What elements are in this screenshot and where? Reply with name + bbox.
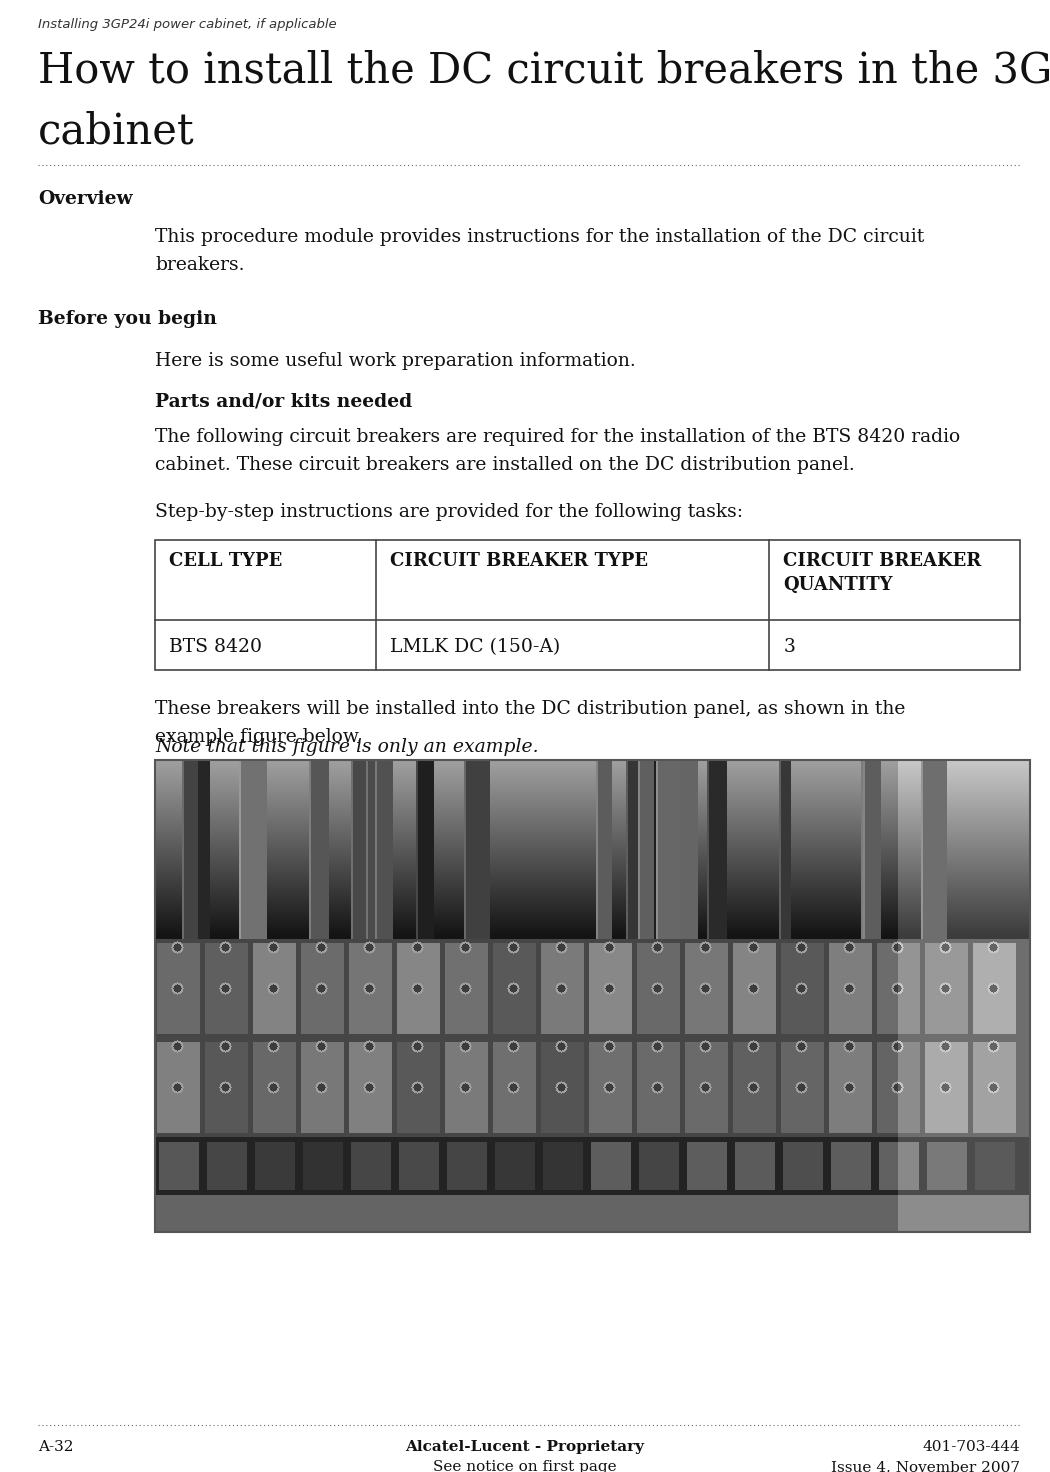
Text: CIRCUIT BREAKER
QUANTITY: CIRCUIT BREAKER QUANTITY	[783, 552, 982, 593]
Text: See notice on first page: See notice on first page	[434, 1460, 616, 1472]
Text: Overview: Overview	[38, 190, 132, 208]
Text: Note that this figure is only an example.: Note that this figure is only an example…	[155, 737, 539, 757]
Bar	[155, 540, 1020, 620]
Text: Before you begin: Before you begin	[38, 311, 217, 328]
Text: How to install the DC circuit breakers in the 3GP24i power: How to install the DC circuit breakers i…	[38, 50, 1050, 91]
Text: 3: 3	[783, 637, 795, 657]
Text: CELL TYPE: CELL TYPE	[169, 552, 282, 570]
Bar	[155, 540, 1020, 670]
Text: cabinet: cabinet	[38, 110, 194, 152]
Text: This procedure module provides instructions for the installation of the DC circu: This procedure module provides instructi…	[155, 228, 924, 274]
Text: Issue 4, November 2007: Issue 4, November 2007	[831, 1460, 1020, 1472]
Text: CIRCUIT BREAKER TYPE: CIRCUIT BREAKER TYPE	[390, 552, 648, 570]
Bar	[155, 760, 1030, 1232]
Text: Installing 3GP24i power cabinet, if applicable: Installing 3GP24i power cabinet, if appl…	[38, 18, 337, 31]
Text: Here is some useful work preparation information.: Here is some useful work preparation inf…	[155, 352, 635, 369]
Text: These breakers will be installed into the DC distribution panel, as shown in the: These breakers will be installed into th…	[155, 701, 905, 746]
Text: A-32: A-32	[38, 1440, 74, 1454]
Text: LMLK DC (150-A): LMLK DC (150-A)	[390, 637, 560, 657]
Text: Parts and/or kits needed: Parts and/or kits needed	[155, 392, 413, 411]
Text: The following circuit breakers are required for the installation of the BTS 8420: The following circuit breakers are requi…	[155, 428, 961, 474]
Text: 401-703-444: 401-703-444	[922, 1440, 1020, 1454]
Text: BTS 8420: BTS 8420	[169, 637, 262, 657]
Text: Step-by-step instructions are provided for the following tasks:: Step-by-step instructions are provided f…	[155, 503, 743, 521]
Text: Alcatel-Lucent - Proprietary: Alcatel-Lucent - Proprietary	[405, 1440, 645, 1454]
